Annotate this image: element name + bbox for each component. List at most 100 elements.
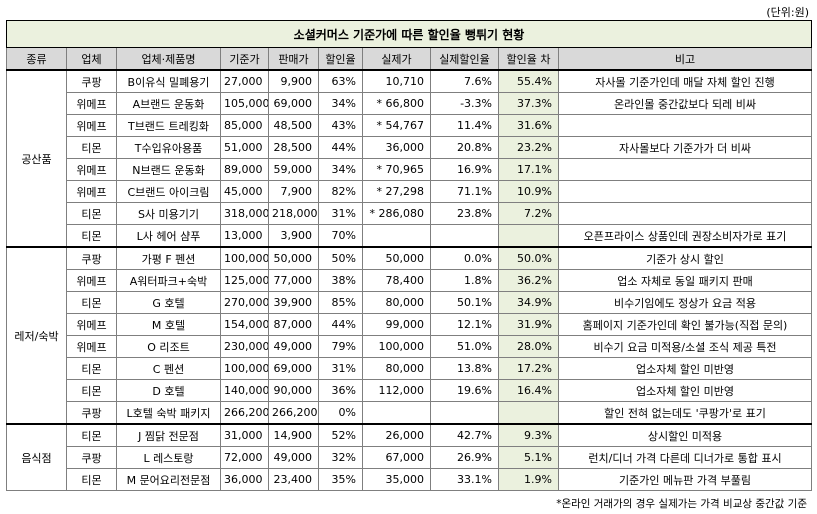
note-cell: 자사몰보다 기준가가 더 비싸 (558, 136, 812, 159)
table-row: 위메프 O 리조트 230,000 49,000 79% 100,000 51.0% 28.0… (7, 335, 812, 358)
sale-cell: 23,400 (268, 468, 319, 491)
rate-cell: 32% (318, 446, 363, 469)
real-rate-cell: 12.1% (430, 313, 499, 336)
rate-cell: 82% (318, 180, 363, 203)
diff-cell: 5.1% (498, 446, 559, 469)
note-cell: 홈페이지 기준가인데 확인 불가능(직접 문의) (558, 313, 812, 336)
real-rate-cell: 71.1% (430, 180, 499, 203)
real-rate-cell: 51.0% (430, 335, 499, 358)
real-cell: 80,000 (362, 357, 431, 380)
note-cell: 업소 자체로 동일 패키지 판매 (558, 269, 812, 292)
sale-cell: 48,500 (268, 114, 319, 137)
real-rate-cell: 26.9% (430, 446, 499, 469)
company-cell: 쿠팡 (66, 446, 117, 469)
table-row: 티몬 D 호텔 140,000 90,000 36% 112,000 19.6% 16.4% 업… (7, 379, 812, 402)
header-cell: 업체·제품명 (116, 47, 221, 71)
company-cell: 티몬 (66, 202, 117, 225)
sale-cell: 69,000 (268, 92, 319, 115)
table-title: 소셜커머스 기준가에 따른 할인율 뻥튀기 현황 (6, 20, 812, 48)
product-cell: T브랜드 트레킹화 (116, 114, 221, 137)
sale-cell: 28,500 (268, 136, 319, 159)
company-cell: 티몬 (66, 291, 117, 314)
note-cell: 업소자체 할인 미반영 (558, 379, 812, 402)
product-cell: S사 미용기기 (116, 202, 221, 225)
table-row: 티몬 G 호텔 270,000 39,900 85% 80,000 50.1% 34.9% 비수… (7, 291, 812, 314)
note-cell (558, 180, 812, 203)
real-cell: * 27,298 (362, 180, 431, 203)
sale-cell: 77,000 (268, 269, 319, 292)
base-cell: 36,000 (220, 468, 269, 491)
header-cell: 실제할인율 (430, 47, 499, 71)
product-cell: M 문어요리전문점 (116, 468, 221, 491)
rate-cell: 31% (318, 202, 363, 225)
real-rate-cell: 13.8% (430, 357, 499, 380)
header-row: 종류 업체 업체·제품명 기준가 판매가 할인율 실제가 실제할인율 할인율 차… (6, 47, 812, 71)
base-cell: 72,000 (220, 446, 269, 469)
sale-cell: 14,900 (268, 423, 319, 447)
note-cell: 온라인몰 중간값보다 되레 비싸 (558, 92, 812, 115)
note-cell: 비수기임에도 정상가 요금 적용 (558, 291, 812, 314)
real-cell: 78,400 (362, 269, 431, 292)
base-cell: 27,000 (220, 69, 269, 93)
rate-cell: 35% (318, 468, 363, 491)
base-cell: 51,000 (220, 136, 269, 159)
real-rate-cell: 23.8% (430, 202, 499, 225)
rate-cell: 36% (318, 379, 363, 402)
sale-cell: 49,000 (268, 335, 319, 358)
sale-cell: 87,000 (268, 313, 319, 336)
base-cell: 105,000 (220, 92, 269, 115)
real-cell: * 70,965 (362, 158, 431, 181)
real-rate-cell: 0.0% (430, 246, 499, 270)
header-cell: 실제가 (362, 47, 431, 71)
rate-cell: 43% (318, 114, 363, 137)
company-cell: 위메프 (66, 269, 117, 292)
table-row: 티몬 M 문어요리전문점 36,000 23,400 35% 35,000 33.1% 1.9… (7, 468, 812, 491)
product-cell: J 찜닭 전문점 (116, 423, 221, 447)
table-row: 위메프 N브랜드 운동화 89,000 59,000 34% * 70,965 16.9% 1… (7, 158, 812, 181)
base-cell: 154,000 (220, 313, 269, 336)
base-cell: 45,000 (220, 180, 269, 203)
company-cell: 위메프 (66, 158, 117, 181)
base-cell: 100,000 (220, 246, 269, 270)
real-cell: 50,000 (362, 246, 431, 270)
company-cell: 티몬 (66, 468, 117, 491)
header-cell: 종류 (6, 47, 67, 71)
base-cell: 270,000 (220, 291, 269, 314)
sale-cell: 9,900 (268, 69, 319, 93)
table-row: 티몬 T수입유아용품 51,000 28,500 44% 36,000 20.8% 23.2%… (7, 136, 812, 159)
real-cell: 80,000 (362, 291, 431, 314)
company-cell: 쿠팡 (66, 246, 117, 270)
note-cell: 런치/디너 가격 다른데 디너가로 통합 표시 (558, 446, 812, 469)
note-cell: 자사몰 기준가인데 매달 자체 할인 진행 (558, 69, 812, 93)
real-cell: 100,000 (362, 335, 431, 358)
rate-cell: 50% (318, 246, 363, 270)
base-cell: 140,000 (220, 379, 269, 402)
diff-cell: 31.6% (498, 114, 559, 137)
diff-cell: 9.3% (498, 423, 559, 447)
real-cell (362, 224, 431, 248)
product-cell: T수입유아용품 (116, 136, 221, 159)
table-row: 위메프 A브랜드 운동화 105,000 69,000 34% * 66,800 -3.3%… (7, 92, 812, 115)
real-rate-cell (430, 401, 499, 425)
product-cell: 가평 F 펜션 (116, 246, 221, 270)
header-cell: 비고 (558, 47, 812, 71)
rate-cell: 34% (318, 92, 363, 115)
note-cell: 상시할인 미적용 (558, 423, 812, 447)
category-cell: 공산품 (6, 69, 67, 248)
sale-cell: 218,000 (268, 202, 319, 225)
rate-cell: 63% (318, 69, 363, 93)
category-cell: 레저/숙박 (6, 246, 67, 425)
company-cell: 위메프 (66, 335, 117, 358)
note-cell: 업소자체 할인 미반영 (558, 357, 812, 380)
product-cell: C브랜드 아이크림 (116, 180, 221, 203)
note-cell (558, 202, 812, 225)
base-cell: 85,000 (220, 114, 269, 137)
table-row: 레저/숙박 쿠팡 가평 F 펜션 100,000 50,000 50% 50,000 0.0%… (6, 246, 812, 425)
company-cell: 쿠팡 (66, 401, 117, 425)
product-cell: N브랜드 운동화 (116, 158, 221, 181)
real-cell: 67,000 (362, 446, 431, 469)
table-row: 티몬 S사 미용기기 318,000 218,000 31% * 286,080 23.8%… (7, 202, 812, 225)
base-cell: 125,000 (220, 269, 269, 292)
header-cell: 판매가 (268, 47, 319, 71)
rate-cell: 31% (318, 357, 363, 380)
